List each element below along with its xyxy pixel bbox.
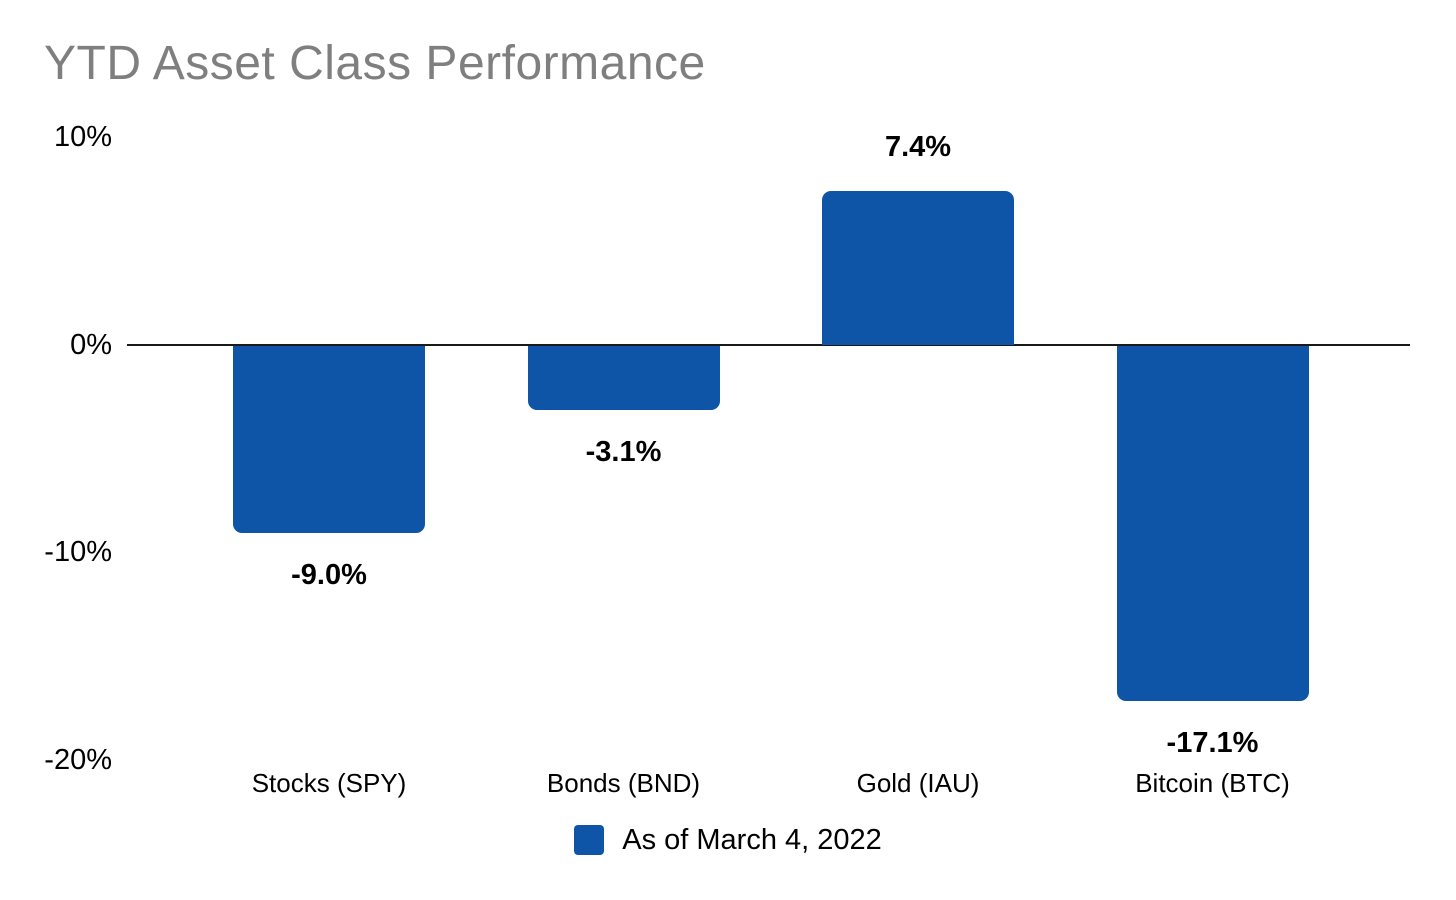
x-axis-category-label-stocks-spy: Stocks (SPY) bbox=[251, 768, 407, 798]
bar-value-label-stocks-spy: -9.0% bbox=[291, 558, 367, 591]
legend: As of March 4, 2022 bbox=[0, 822, 1456, 858]
y-tick-label: 10% bbox=[53, 121, 112, 153]
y-tick-label: 0% bbox=[70, 328, 112, 361]
bar-bonds-bnd bbox=[527, 345, 720, 411]
zero-axis-line bbox=[127, 343, 1410, 346]
bar-value-label-gold-iau: 7.4% bbox=[884, 130, 952, 163]
legend-swatch bbox=[574, 825, 605, 855]
x-axis-category-label-bitcoin-btc: Bitcoin (BTC) bbox=[1135, 768, 1290, 798]
bar-gold-iau bbox=[822, 190, 1014, 345]
bar-value-label-bitcoin-btc: -17.1% bbox=[1166, 726, 1259, 759]
x-axis-category-label-bonds-bnd: Bonds (BND) bbox=[546, 768, 701, 798]
bar-value-label-bonds-bnd: -3.1% bbox=[585, 436, 662, 469]
legend-label: As of March 4, 2022 bbox=[622, 824, 882, 856]
y-tick-label: -20% bbox=[44, 744, 112, 776]
chart-title: YTD Asset Class Performance bbox=[44, 37, 706, 90]
bar-stocks-spy bbox=[233, 345, 425, 533]
bar-bitcoin-btc bbox=[1116, 345, 1309, 701]
x-axis-category-label-gold-iau: Gold (IAU) bbox=[856, 768, 980, 798]
y-tick-label: -10% bbox=[44, 536, 112, 569]
